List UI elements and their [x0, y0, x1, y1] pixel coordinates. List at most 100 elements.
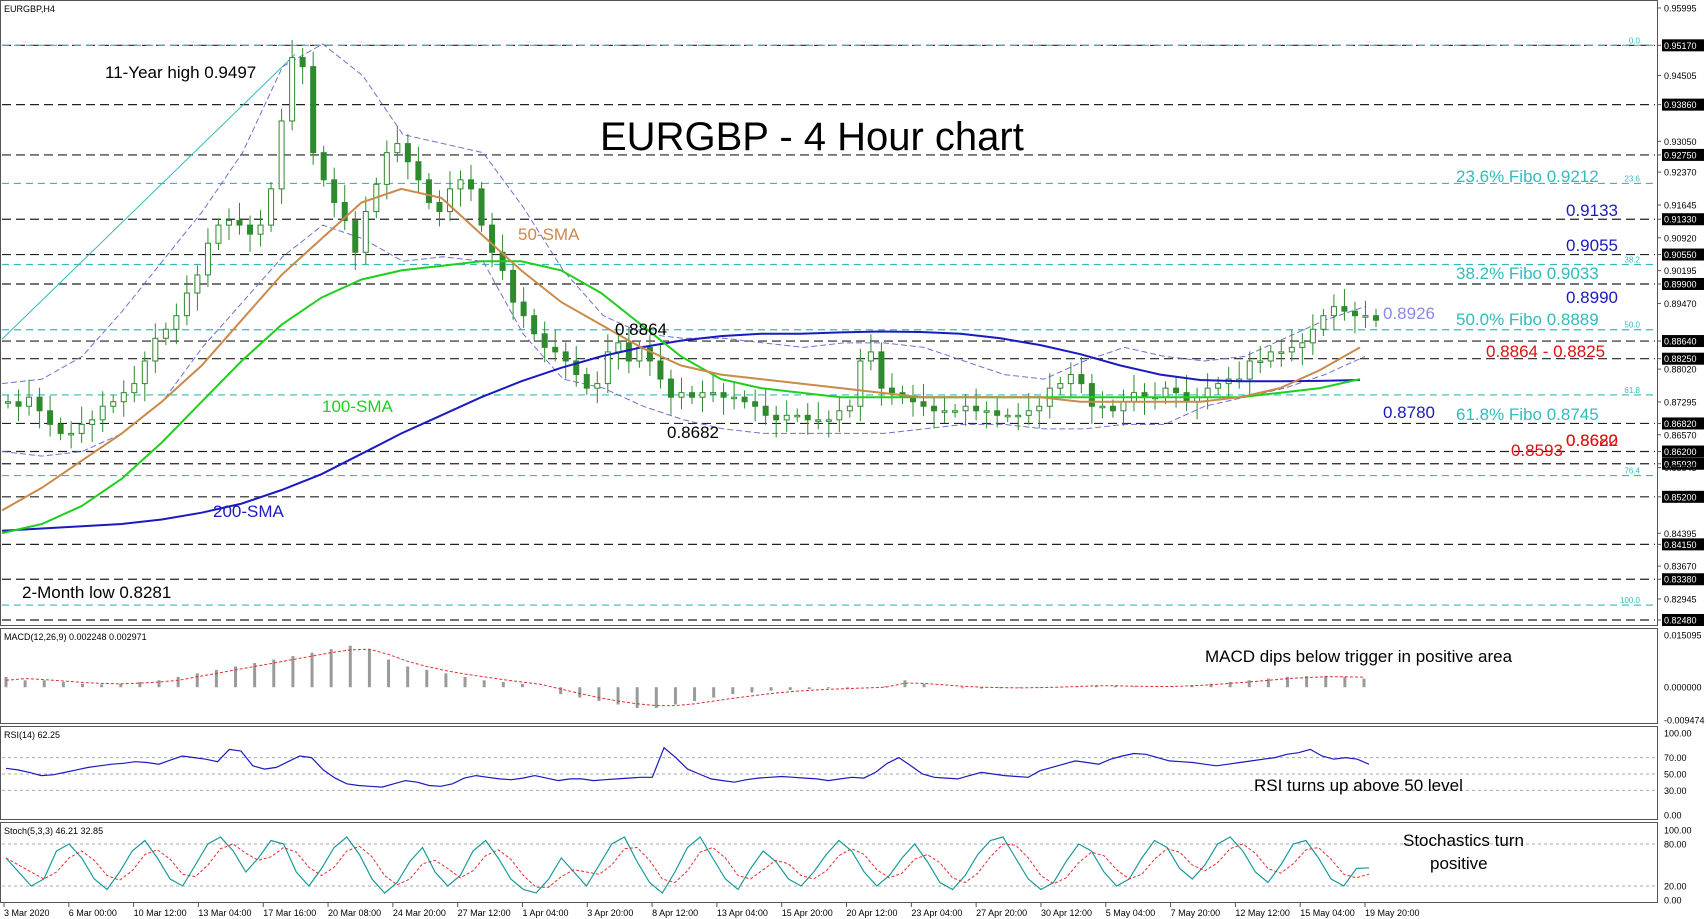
label-red-8620: 0.8620 [1566, 431, 1618, 450]
candle-body [1309, 328, 1316, 344]
time-tick-label: 20 Mar 08:00 [328, 908, 381, 918]
fibo-tag: 23.6 [1624, 174, 1640, 183]
label-fibo-61-8: 61.8% Fibo 0.8745 [1456, 405, 1599, 424]
candle-body [131, 383, 138, 394]
candle-body [289, 57, 296, 122]
label-level-9133: 0.9133 [1566, 201, 1618, 220]
candle-body [1362, 315, 1369, 318]
candle-body [446, 188, 453, 213]
price-tick-label: 0.91330 [1664, 215, 1697, 225]
candle-body [5, 401, 11, 404]
price-tick-box [1662, 335, 1704, 348]
candle-body [268, 188, 275, 226]
candle-body [762, 405, 769, 416]
price-tick-label: 0.82945 [1664, 594, 1697, 604]
candle-body [625, 342, 632, 362]
label-level-8990: 0.8990 [1566, 288, 1618, 307]
candle-body [36, 396, 43, 412]
rsi-tick-label: 100.00 [1664, 729, 1692, 739]
candle-body [615, 342, 622, 353]
candle-body [1099, 405, 1106, 409]
candle-body [162, 328, 169, 339]
stoch-tick-label: 20.00 [1664, 882, 1687, 892]
price-tick-label: 0.89470 [1664, 299, 1697, 309]
fibo-tag: 76.4 [1624, 467, 1640, 476]
candle-body [1373, 315, 1379, 321]
time-tick-label: 17 Mar 16:00 [263, 908, 316, 918]
price-tick-box [1662, 457, 1704, 470]
candle-body [1204, 387, 1211, 398]
moving-averages [1, 187, 1361, 535]
candle-body [1351, 310, 1358, 317]
price-tick-label: 0.90550 [1664, 250, 1697, 260]
candle-body [520, 301, 527, 317]
candle-body [331, 179, 338, 203]
candle-body [352, 220, 359, 253]
label-level-8780: 0.8780 [1383, 403, 1435, 422]
time-tick-label: 23 Apr 04:00 [911, 908, 962, 918]
sma-100-line [1, 260, 1361, 535]
price-tick-label: 0.93050 [1664, 137, 1697, 147]
macd-tick-label: 0.000000 [1664, 683, 1702, 693]
candle-body [47, 410, 54, 425]
horizontal-levels [2, 44, 1655, 621]
rsi-tick-label: 70.00 [1664, 753, 1687, 763]
candle-body [110, 401, 117, 407]
label-200-sma: 200-SMA [213, 502, 285, 521]
time-tick-label: 5 May 04:00 [1106, 908, 1156, 918]
price-tick-label: 0.91645 [1664, 200, 1697, 210]
fibo-tag: 100.0 [1620, 596, 1641, 605]
label-50-sma: 50-SMA [518, 225, 580, 244]
fibo-tag: 0.0 [1629, 36, 1641, 45]
stoch-main-line [5, 836, 1370, 894]
candle-body [1330, 306, 1337, 317]
candle-body [1109, 405, 1116, 412]
candle-body [1078, 374, 1085, 385]
label-zone-red: 0.8864 - 0.8825 [1486, 342, 1605, 361]
candle-body [120, 392, 127, 403]
fibo-tag: 38.2 [1624, 256, 1640, 265]
price-tick-box [1662, 490, 1704, 503]
candle-body [1173, 387, 1180, 394]
candle-body [1120, 401, 1127, 412]
candle-body [657, 360, 664, 380]
candle-body [836, 410, 843, 421]
rsi-panel-frame [0, 726, 1658, 820]
time-tick-label: 10 Mar 12:00 [134, 908, 187, 918]
rsi-note: RSI turns up above 50 level [1254, 776, 1463, 795]
candle-body [594, 383, 601, 389]
candle-body [741, 396, 748, 403]
time-tick-label: 24 Mar 20:00 [393, 908, 446, 918]
candle-body [562, 351, 569, 362]
candle-body [1057, 383, 1064, 389]
candle-body [604, 351, 611, 385]
candle-body [152, 337, 159, 362]
macd-tick-label: -0.009474 [1664, 716, 1705, 726]
candle-body [573, 360, 580, 376]
fibo-trend-line [1, 54, 296, 340]
fibo-tag: 50.0 [1624, 321, 1640, 330]
candle-body [699, 392, 706, 398]
candle-body [299, 57, 306, 68]
candle-body [1320, 315, 1327, 330]
rsi-tick-label: 30.00 [1664, 786, 1687, 796]
candle-body [1278, 351, 1285, 354]
candle-body [99, 405, 106, 421]
candle-body [173, 315, 180, 330]
candle-body [478, 188, 485, 226]
time-tick-label: 8 Apr 12:00 [652, 908, 698, 918]
stoch-panel-frame [0, 822, 1658, 903]
candle-body [247, 224, 254, 235]
stoch-label: Stoch(5,3,3) 46.21 32.85 [4, 826, 103, 836]
candle-body [141, 360, 148, 385]
candle-body [583, 374, 590, 389]
candle-body [1162, 387, 1169, 398]
label-level-8682: 0.8682 [667, 423, 719, 442]
candle-body [15, 401, 22, 407]
candle-body [320, 152, 327, 181]
price-tick-box [1662, 352, 1704, 365]
price-tick-box [1662, 148, 1704, 161]
bollinger-lower [1, 224, 1366, 457]
candle-body [1288, 346, 1295, 353]
